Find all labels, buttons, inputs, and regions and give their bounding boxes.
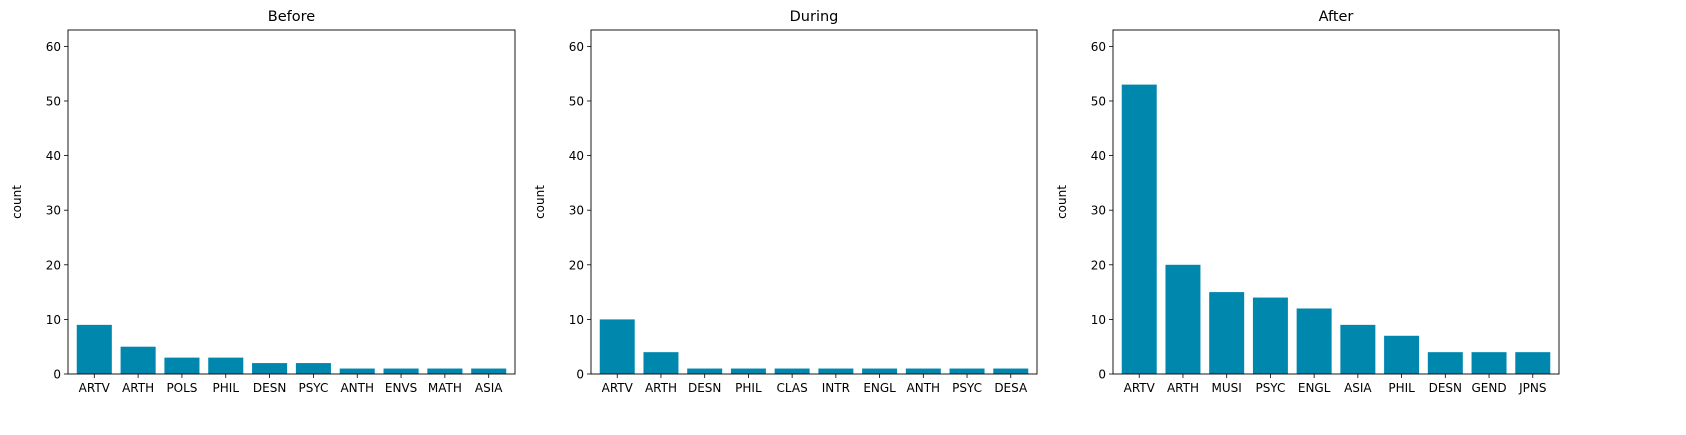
y-tick-label: 10 bbox=[569, 313, 584, 327]
x-tick-label: ARTH bbox=[1167, 381, 1199, 395]
y-tick-label: 40 bbox=[569, 149, 584, 163]
bar-engl bbox=[862, 368, 898, 374]
x-tick-label: MUSI bbox=[1212, 381, 1242, 395]
y-tick-label: 40 bbox=[1091, 149, 1106, 163]
chart-title: Before bbox=[268, 9, 315, 25]
x-tick-label: PSYC bbox=[952, 381, 982, 395]
y-tick-label: 50 bbox=[1091, 94, 1106, 108]
bar-artv bbox=[1121, 84, 1157, 374]
y-tick-label: 60 bbox=[569, 40, 584, 54]
y-axis-label: count bbox=[10, 185, 24, 219]
x-tick-label: CLAS bbox=[777, 381, 808, 395]
bar-desn bbox=[1427, 352, 1463, 374]
x-tick-label: PHIL bbox=[1388, 381, 1415, 395]
bar-musi bbox=[1209, 292, 1245, 374]
y-tick-label: 0 bbox=[576, 368, 584, 382]
x-tick-label: ENGL bbox=[1298, 381, 1331, 395]
y-tick-label: 20 bbox=[1091, 258, 1106, 272]
x-tick-label: ASIA bbox=[1344, 381, 1372, 395]
x-tick-label: ASIA bbox=[475, 381, 503, 395]
y-tick-label: 30 bbox=[569, 204, 584, 218]
bar-asia bbox=[1340, 324, 1376, 374]
x-tick-label: DESN bbox=[1429, 381, 1462, 395]
axes-frame bbox=[67, 29, 516, 375]
y-axis-label: count bbox=[533, 185, 547, 219]
x-tick-label: ARTV bbox=[602, 381, 634, 395]
chart-panel-after: After count 0 10 20 30 40 50 60 ARTV ARTH MUSI PSYC E… bbox=[1055, 9, 1560, 395]
y-tick-label: 10 bbox=[46, 313, 61, 327]
x-tick-label: DESN bbox=[253, 381, 286, 395]
x-tick-label: DESA bbox=[994, 381, 1028, 395]
bar-anth bbox=[339, 368, 375, 374]
y-tick-label: 60 bbox=[1091, 40, 1106, 54]
bar-jpns bbox=[1515, 352, 1551, 374]
bar-artv bbox=[76, 324, 112, 374]
bar-engl bbox=[1296, 308, 1332, 374]
chart-panel-during: During count 0 10 20 30 40 50 60 ARTV ARTH DESN PHIL… bbox=[533, 9, 1038, 395]
bar-phil bbox=[1384, 335, 1420, 374]
y-tick-label: 30 bbox=[46, 204, 61, 218]
axes-frame bbox=[590, 29, 1038, 375]
x-tick-label: PSYC bbox=[298, 381, 328, 395]
x-tick-label: MATH bbox=[428, 381, 462, 395]
x-tick-label: GEND bbox=[1471, 381, 1506, 395]
bar-psyc bbox=[949, 368, 985, 374]
y-tick-label: 20 bbox=[46, 258, 61, 272]
bar-intr bbox=[818, 368, 854, 374]
x-tick-label: ENGL bbox=[863, 381, 896, 395]
x-tick-label: PSYC bbox=[1255, 381, 1285, 395]
y-tick-label: 40 bbox=[46, 149, 61, 163]
bar-asia bbox=[471, 368, 507, 374]
x-tick-label: INTR bbox=[822, 381, 850, 395]
bar-desa bbox=[993, 368, 1029, 374]
y-tick-label: 60 bbox=[46, 40, 61, 54]
bar-arth bbox=[1165, 264, 1201, 374]
y-tick-label: 0 bbox=[1098, 368, 1106, 382]
x-tick-label: ANTH bbox=[340, 381, 374, 395]
chart-title: After bbox=[1319, 9, 1354, 25]
x-tick-label: PHIL bbox=[213, 381, 240, 395]
x-tick-label: ARTH bbox=[645, 381, 677, 395]
x-tick-label: POLS bbox=[166, 381, 197, 395]
bar-psyc bbox=[1252, 297, 1288, 374]
chart-title: During bbox=[790, 9, 839, 25]
y-tick-label: 0 bbox=[53, 368, 61, 382]
y-tick-label: 50 bbox=[569, 94, 584, 108]
bar-arth bbox=[643, 352, 679, 374]
x-tick-label: DESN bbox=[688, 381, 721, 395]
bar-desn bbox=[687, 368, 723, 374]
y-tick-label: 20 bbox=[569, 258, 584, 272]
bar-anth bbox=[905, 368, 941, 374]
bar-clas bbox=[774, 368, 810, 374]
y-tick-label: 50 bbox=[46, 94, 61, 108]
axes-frame bbox=[1112, 29, 1560, 375]
bar-psyc bbox=[295, 363, 331, 374]
x-tick-label: ARTV bbox=[79, 381, 111, 395]
y-axis-label: count bbox=[1055, 185, 1069, 219]
bar-gend bbox=[1471, 352, 1507, 374]
bar-envs bbox=[383, 368, 419, 374]
x-tick-label: ARTH bbox=[122, 381, 154, 395]
x-tick-label: ARTV bbox=[1124, 381, 1156, 395]
bar-phil bbox=[730, 368, 766, 374]
x-tick-label: JPNS bbox=[1518, 381, 1546, 395]
bar-pols bbox=[164, 357, 200, 374]
bar-artv bbox=[599, 319, 635, 374]
x-tick-label: ANTH bbox=[907, 381, 941, 395]
bar-arth bbox=[120, 346, 156, 374]
y-tick-label: 30 bbox=[1091, 204, 1106, 218]
x-tick-label: ENVS bbox=[385, 381, 417, 395]
bar-desn bbox=[252, 363, 288, 374]
chart-panel-before: Before count 0 10 20 30 40 50 60 ARTV ARTH POLS PHIL… bbox=[10, 9, 516, 395]
y-tick-label: 10 bbox=[1091, 313, 1106, 327]
bar-math bbox=[427, 368, 463, 374]
x-tick-label: PHIL bbox=[735, 381, 762, 395]
bar-phil bbox=[208, 357, 244, 374]
